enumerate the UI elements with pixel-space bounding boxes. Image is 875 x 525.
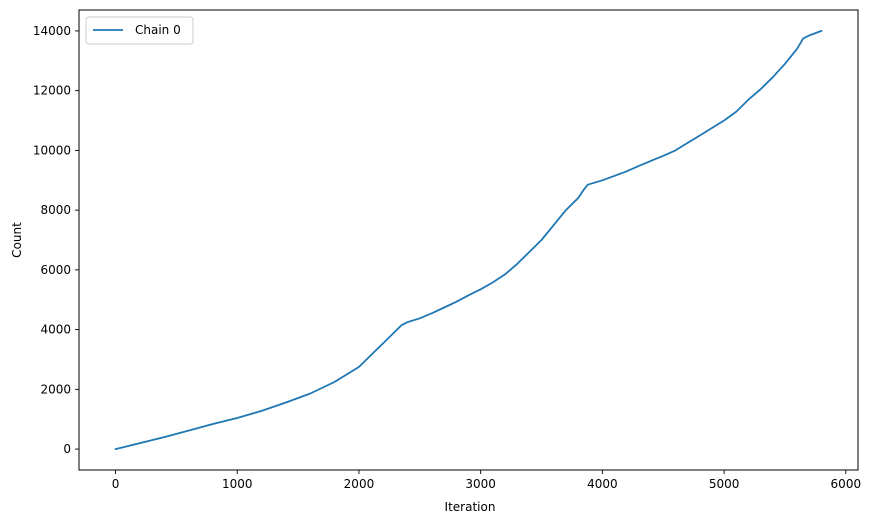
x-tick-label: 4000 <box>587 477 618 491</box>
x-tick-label: 2000 <box>344 477 375 491</box>
plot-frame <box>78 9 859 471</box>
series-line-0 <box>114 29 823 451</box>
series-layer <box>114 29 823 451</box>
y-tick-label: 8000 <box>40 203 71 217</box>
y-tick-label: 2000 <box>40 382 71 396</box>
x-tick-label: 0 <box>112 477 120 491</box>
y-tick-label: 0 <box>63 442 71 456</box>
legend: Chain 0 <box>85 16 194 45</box>
y-tick-label: 6000 <box>40 263 71 277</box>
y-tick-label: 14000 <box>33 24 71 38</box>
legend-box <box>85 16 194 45</box>
y-axis-ticks: 0 2000 4000 6000 8000 10000 12000 14000 <box>33 24 79 456</box>
y-tick-label: 10000 <box>33 143 71 157</box>
y-tick-label: 12000 <box>33 84 71 98</box>
x-tick-label: 3000 <box>465 477 496 491</box>
x-tick-label: 1000 <box>222 477 253 491</box>
plot-area <box>79 10 858 470</box>
legend-entry-label: Chain 0 <box>135 23 181 37</box>
x-axis-ticks: 0 1000 2000 3000 4000 5000 6000 <box>112 470 861 491</box>
y-axis-label: Count <box>10 222 24 258</box>
x-tick-label: 6000 <box>831 477 862 491</box>
x-tick-label: 5000 <box>709 477 740 491</box>
y-tick-label: 4000 <box>40 323 71 337</box>
x-axis-label: Iteration <box>445 500 496 514</box>
